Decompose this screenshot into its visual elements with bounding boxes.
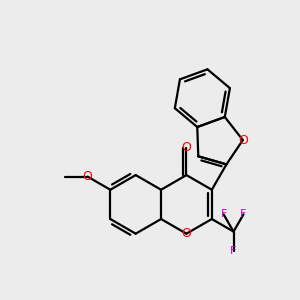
Text: F: F (220, 209, 227, 219)
Text: O: O (182, 227, 191, 240)
Text: F: F (230, 247, 237, 256)
Text: O: O (83, 170, 93, 183)
Text: F: F (240, 209, 247, 219)
Text: O: O (238, 134, 248, 147)
Text: O: O (182, 141, 191, 154)
